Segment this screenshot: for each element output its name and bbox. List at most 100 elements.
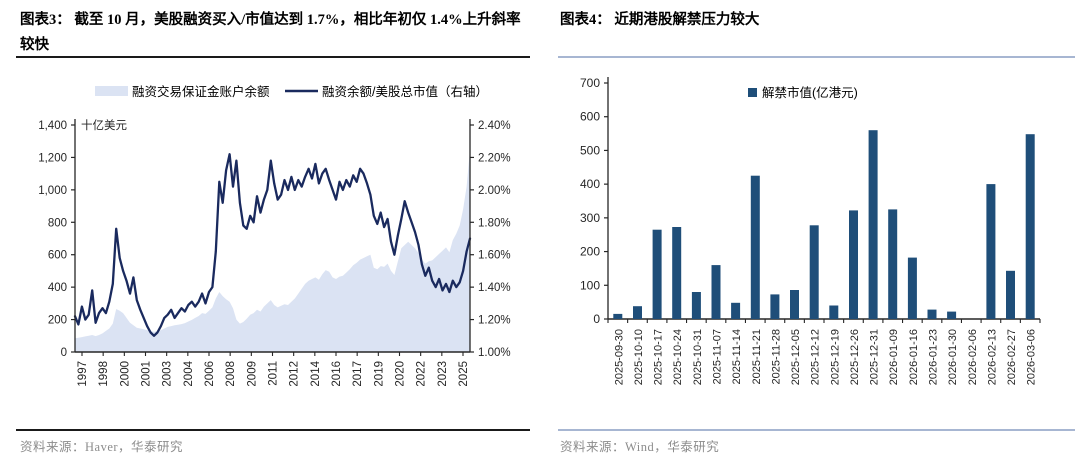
x-tick-label: 2026-01-30 xyxy=(947,329,959,385)
unlock-bars xyxy=(613,130,1035,319)
bar xyxy=(868,130,878,319)
x-tick-label: 2017 xyxy=(352,361,364,387)
chart4-source: 资料来源：Wind，华泰研究 xyxy=(560,440,720,454)
x-tick-label: 2019 xyxy=(373,361,385,387)
x-tick-label: 2009 xyxy=(246,361,258,387)
bar xyxy=(652,229,662,319)
y-tick-label: 100 xyxy=(580,278,600,292)
bar xyxy=(711,265,721,319)
x-tick-label: 2025-09-30 xyxy=(613,329,625,385)
x-tick-label: 2026-01-23 xyxy=(928,329,940,385)
x-tick-label: 2006 xyxy=(204,361,216,387)
chart4-title: 图表4： 近期港股解禁压力较大 xyxy=(560,12,760,28)
x-tick-label: 2026-02-13 xyxy=(986,329,998,385)
chart3-title-divider xyxy=(16,56,530,58)
bar-legend-swatch xyxy=(748,88,757,97)
x-tick-label: 2025-12-12 xyxy=(810,329,822,385)
bar xyxy=(907,257,917,319)
y-tick-label: 200 xyxy=(580,245,600,259)
right-y-tick-label: 1.00% xyxy=(478,347,511,359)
bar xyxy=(790,290,799,319)
x-tick-label: 2000 xyxy=(119,361,131,387)
chart3-footer-divider xyxy=(16,429,530,431)
y-tick-label: 600 xyxy=(580,110,600,124)
left-y-tick-label: 1,200 xyxy=(38,152,67,164)
y-tick-label: 400 xyxy=(580,177,600,191)
bar xyxy=(1025,134,1035,319)
line-legend-label: 融资余额/美股总市值（右轴） xyxy=(322,84,488,99)
right-y-tick-label: 1.40% xyxy=(478,282,511,294)
left-y-tick-label: 800 xyxy=(48,217,67,229)
y-tick-label: 0 xyxy=(593,312,600,326)
left-y-tick-label: 200 xyxy=(48,315,67,327)
x-tick-label: 2025-11-14 xyxy=(731,329,743,384)
bar xyxy=(672,227,682,319)
area-legend-swatch xyxy=(95,86,128,96)
bar xyxy=(947,311,957,319)
x-tick-label: 2012 xyxy=(289,361,301,387)
left-y-tick-label: 400 xyxy=(48,282,67,294)
bar xyxy=(633,306,642,319)
x-tick-label: 2025-10-24 xyxy=(672,329,684,385)
bar xyxy=(809,225,819,319)
chart3-title: 图表3： 截至 10 月，美股融资买入/市值达到 1.7%，相比年初仅 1.4%… xyxy=(20,12,521,53)
y-tick-label: 700 xyxy=(580,76,600,90)
y-tick-label: 500 xyxy=(580,143,600,157)
bar xyxy=(1006,270,1015,319)
us-margin-combo-chart: 0 200 400 600 800 1,000 1,200 1,400 1.00% 1.20% 1.… xyxy=(38,84,511,387)
x-tick-label: 2003 xyxy=(162,361,174,387)
x-tick-label: 2011 xyxy=(268,361,280,386)
x-tick-label: 2025-10-31 xyxy=(692,329,704,385)
x-tick-label: 2016 xyxy=(331,361,343,387)
hk-unlock-bar-chart: 0 100 200 300 400 500 600 700 2025-09-30 2025-10-… xyxy=(580,76,1041,385)
x-tick-label: 2025-12-05 xyxy=(790,329,802,385)
y-tick-label: 300 xyxy=(580,211,600,225)
chart4-x-labels: 2025-09-30 2025-10-10 2025-10-17 2025-10-24… xyxy=(613,329,1037,385)
x-tick-label: 2014 xyxy=(310,360,322,386)
margin-balance-area xyxy=(75,149,470,352)
chart4-title-divider xyxy=(558,56,1075,58)
x-tick-label: 2022 xyxy=(416,361,428,387)
x-tick-label: 2008 xyxy=(225,361,237,387)
chart4-axes: 0 100 200 300 400 500 600 700 xyxy=(580,76,1041,326)
x-tick-label: 2025-11-07 xyxy=(712,329,724,384)
bar xyxy=(691,292,701,319)
chart4-legend: 解禁市值(亿港元) xyxy=(748,85,858,100)
x-tick-label: 2026-01-09 xyxy=(888,329,900,385)
right-y-tick-label: 1.80% xyxy=(478,217,511,229)
x-tick-label: 2025-10-10 xyxy=(633,329,645,385)
chart3-legend: 融资交易保证金账户余额 融资余额/美股总市值（右轴） xyxy=(95,84,488,99)
x-tick-label: 2025-12-31 xyxy=(869,329,881,385)
x-tick-label: 1998 xyxy=(98,361,110,387)
x-tick-label: 2026-01-16 xyxy=(908,329,920,385)
x-tick-label: 2025-11-21 xyxy=(751,329,763,384)
left-axis-unit: 十亿美元 xyxy=(81,118,127,132)
bar xyxy=(770,294,780,319)
x-tick-label: 2026-03-06 xyxy=(1026,329,1038,385)
x-tick-label: 2025 xyxy=(458,361,470,387)
right-y-tick-label: 1.60% xyxy=(478,250,511,262)
chart3-source: 资料来源：Haver，华泰研究 xyxy=(20,440,184,454)
bar xyxy=(849,210,858,319)
bar xyxy=(927,309,937,319)
bar xyxy=(888,209,898,319)
chart3-axes: 0 200 400 600 800 1,000 1,200 1,400 1.00% 1.20% 1.… xyxy=(38,119,511,387)
x-tick-label: 2020 xyxy=(395,361,407,387)
left-y-tick-label: 1,400 xyxy=(38,120,67,132)
x-tick-label: 2023 xyxy=(437,361,449,387)
x-tick-label: 2004 xyxy=(183,360,195,386)
x-tick-label: 2025-12-26 xyxy=(849,329,861,385)
right-y-tick-label: 2.40% xyxy=(478,120,511,132)
x-tick-label: 2025-10-17 xyxy=(653,329,665,385)
bar xyxy=(986,184,996,319)
bar xyxy=(750,175,760,319)
right-y-tick-label: 2.00% xyxy=(478,185,511,197)
x-tick-label: 1997 xyxy=(77,361,89,387)
left-y-tick-label: 1,000 xyxy=(38,185,67,197)
chart4-footer-divider xyxy=(558,429,1075,431)
bar xyxy=(613,313,623,319)
bar-legend-label: 解禁市值(亿港元) xyxy=(762,85,858,100)
area-legend-label: 融资交易保证金账户余额 xyxy=(132,84,270,99)
margin-ratio-line xyxy=(73,153,472,337)
